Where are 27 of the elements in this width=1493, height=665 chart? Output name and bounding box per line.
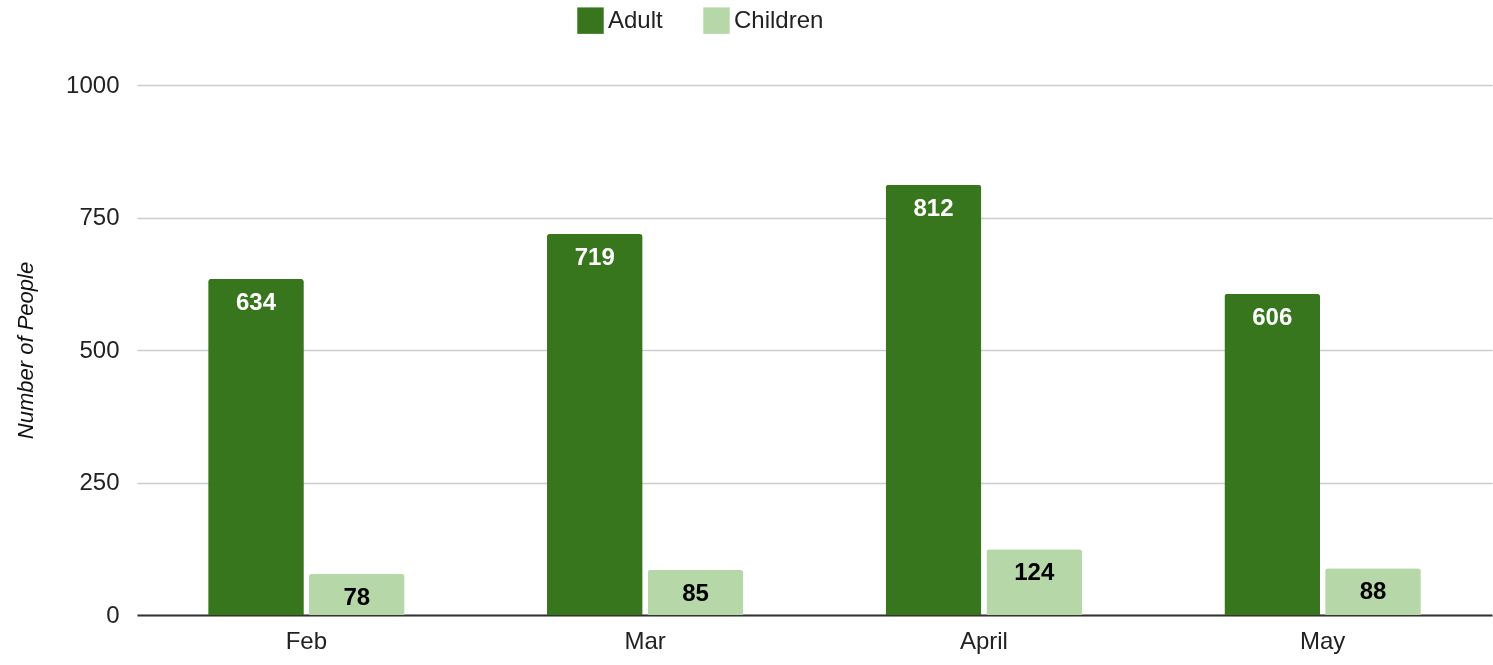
data-label: 812 bbox=[913, 193, 954, 221]
bar bbox=[647, 569, 744, 615]
bar bbox=[208, 278, 304, 615]
y-tick-label: 250 bbox=[79, 468, 120, 495]
bar bbox=[885, 184, 982, 615]
data-label: 88 bbox=[1359, 577, 1387, 605]
data-label: 719 bbox=[574, 242, 615, 270]
bar bbox=[308, 573, 405, 615]
legend-label: Children bbox=[734, 5, 824, 33]
y-tick-label: 500 bbox=[79, 335, 120, 363]
data-label: 606 bbox=[1252, 302, 1293, 330]
data-label: 124 bbox=[1014, 558, 1055, 586]
bar bbox=[986, 549, 1083, 615]
bar bbox=[546, 233, 643, 615]
data-label: 85 bbox=[682, 578, 709, 606]
y-axis-title: Number of People bbox=[13, 261, 39, 440]
x-tick-label: Mar bbox=[624, 626, 666, 654]
y-tick-label: 0 bbox=[106, 600, 120, 628]
data-label: 634 bbox=[235, 287, 277, 315]
bar bbox=[1224, 293, 1321, 615]
y-tick-label: 1000 bbox=[66, 70, 120, 98]
y-tick-label: 750 bbox=[79, 203, 120, 230]
x-tick-label: April bbox=[959, 626, 1008, 654]
x-tick-label: May bbox=[1299, 626, 1346, 654]
data-label: 78 bbox=[343, 582, 371, 610]
legend-label: Adult bbox=[608, 5, 664, 33]
x-tick-label: Feb bbox=[285, 626, 328, 654]
